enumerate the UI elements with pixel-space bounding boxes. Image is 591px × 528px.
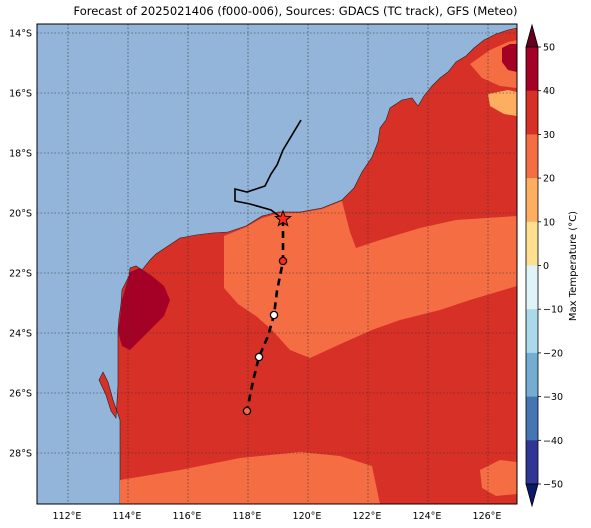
colorbar-band — [526, 90, 538, 135]
colorbar-tick-label: −20 — [543, 348, 563, 359]
colorbar-tick-label: 20 — [543, 174, 555, 185]
map-title: Forecast of 2025021406 (f000-006), Sourc… — [73, 4, 518, 18]
colorbar-tick-label: −40 — [543, 436, 563, 447]
temperature-zone-40-50-ne — [502, 44, 517, 72]
gridlines — [37, 24, 517, 504]
colorbar-band — [526, 178, 538, 223]
forecast-position-marker — [269, 310, 279, 320]
colorbar-tick-label: 40 — [543, 86, 555, 97]
cyclone-track — [234, 119, 302, 416]
colorbar-tick-label: 0 — [543, 261, 549, 272]
lat-tick-label: 18°S — [9, 149, 32, 160]
colorbar-tick-label: 50 — [543, 43, 555, 54]
lon-tick-label: 124°E — [413, 511, 442, 522]
temperature-zone-20-30-south — [120, 452, 380, 504]
lon-tick-label: 114°E — [113, 511, 142, 522]
latitude-tick-labels: 14°S 16°S 18°S 20°S 22°S 24°S 26°S 28°S — [9, 29, 32, 460]
lon-tick-label: 118°E — [233, 511, 262, 522]
forecast-position-marker — [278, 256, 288, 266]
temperature-zone-10-20 — [488, 90, 517, 116]
colorbar-band — [526, 265, 538, 310]
colorbar-band — [526, 221, 538, 266]
colorbar-band — [526, 309, 538, 354]
lat-tick-label: 28°S — [9, 449, 32, 460]
current-position-star-icon — [274, 209, 292, 227]
colorbar-extend-max — [525, 23, 539, 48]
colorbar: 50 40 30 20 10 0 −10 −20 −30 −40 −50 — [525, 23, 563, 508]
forecast-track-line — [245, 219, 285, 412]
lon-tick-label: 126°E — [473, 511, 502, 522]
lon-tick-label: 112°E — [53, 511, 82, 522]
lon-tick-label: 120°E — [293, 511, 322, 522]
colorbar-extend-min — [525, 483, 539, 508]
longitude-tick-labels: 112°E 114°E 116°E 118°E 120°E 122°E 124°E 126°E — [53, 511, 502, 522]
plot-frame — [36, 23, 518, 505]
temperature-zone-20-30 — [224, 201, 517, 358]
lat-tick-label: 26°S — [9, 389, 32, 400]
lon-tick-label: 122°E — [353, 511, 382, 522]
lat-tick-label: 22°S — [9, 269, 32, 280]
colorbar-tick-label: −10 — [543, 305, 563, 316]
colorbar-tick-label: −50 — [543, 480, 563, 491]
observed-track-line — [234, 119, 302, 220]
temperature-zone-20-30-east — [480, 460, 517, 496]
forecast-position-marker — [254, 352, 264, 362]
lon-tick-label: 116°E — [173, 511, 202, 522]
colorbar-tick-label: 10 — [543, 217, 555, 228]
lat-tick-label: 20°S — [9, 209, 32, 220]
lat-tick-label: 16°S — [9, 89, 32, 100]
colorbar-label: Max Temperature (°C) — [568, 211, 579, 321]
colorbar-band — [526, 47, 538, 92]
temperature-zone-40-50 — [118, 268, 170, 350]
colorbar-band — [526, 440, 538, 485]
colorbar-band — [526, 352, 538, 397]
lat-tick-label: 14°S — [9, 29, 32, 40]
colorbar-tick-label: 30 — [543, 130, 555, 141]
map-plot-area — [37, 24, 517, 504]
colorbar-tick-label: −30 — [543, 392, 563, 403]
lat-tick-label: 24°S — [9, 329, 32, 340]
colorbar-band — [526, 134, 538, 179]
colorbar-band — [526, 396, 538, 441]
forecast-position-marker — [242, 406, 252, 416]
